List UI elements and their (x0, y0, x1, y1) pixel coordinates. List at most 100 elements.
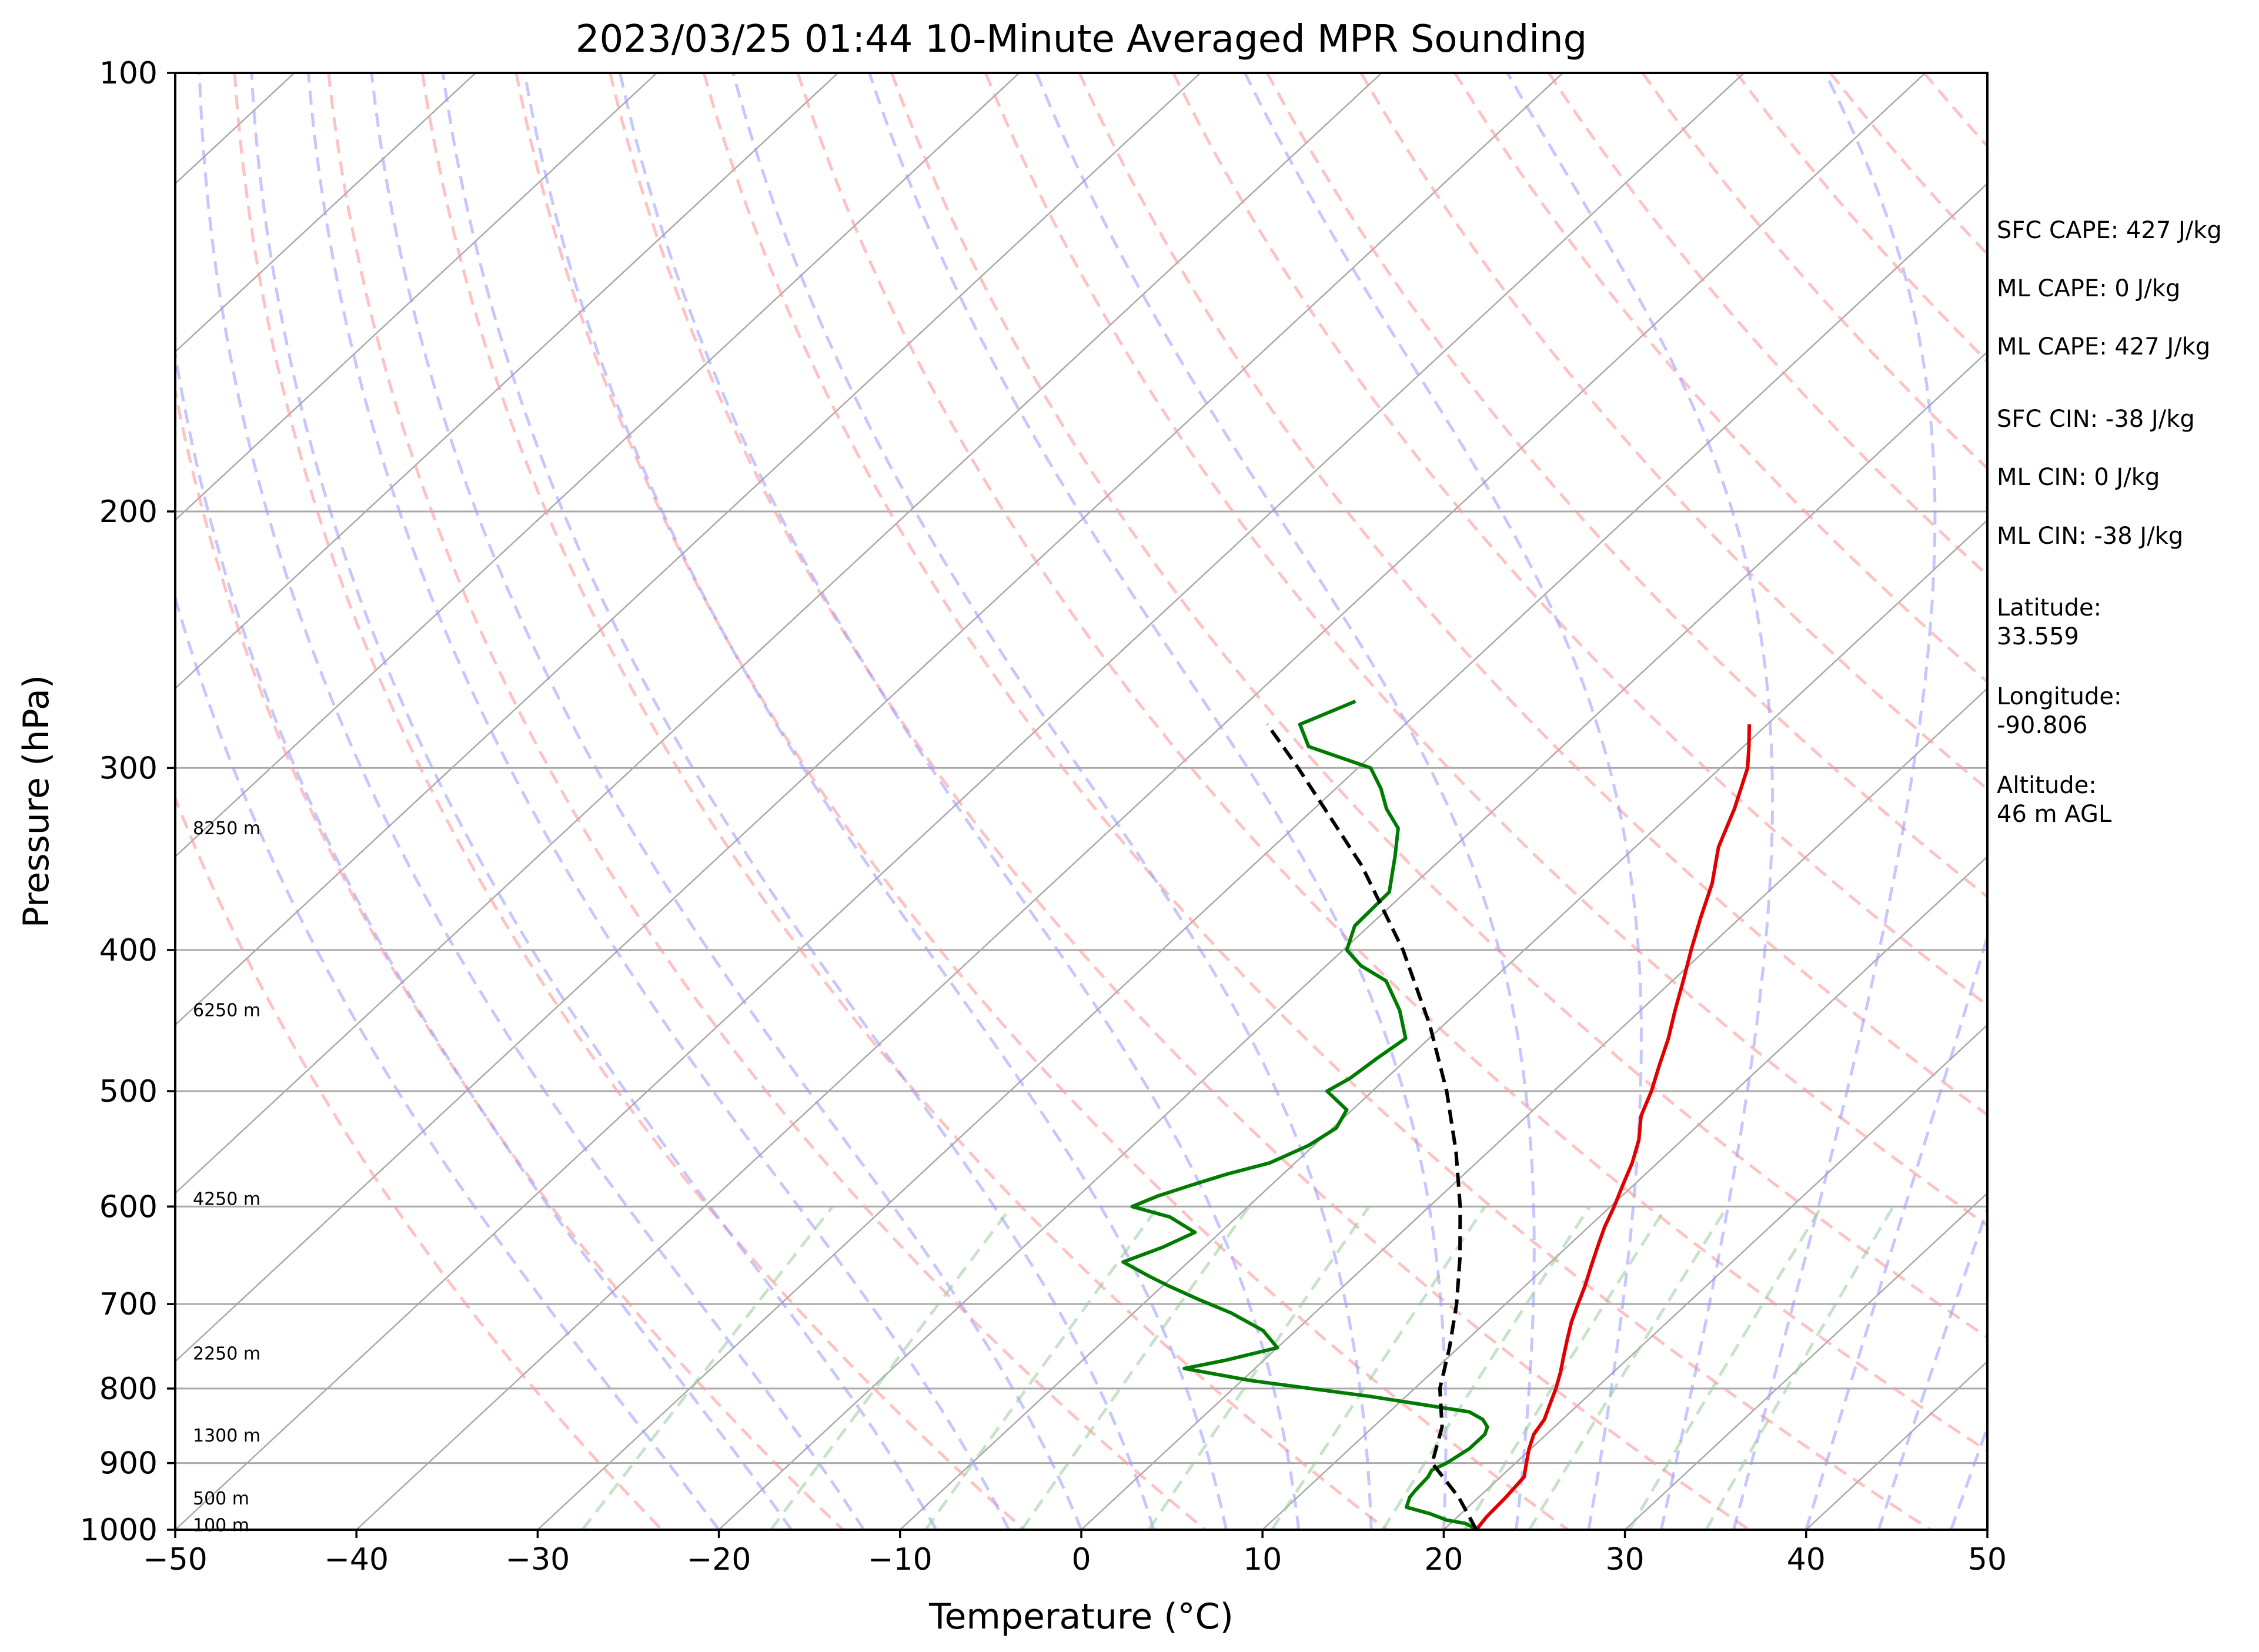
mixing-ratio-line (770, 1205, 1013, 1530)
moist-adiabat-line (441, 73, 1155, 1530)
isotherm-line (175, 73, 839, 690)
mixing-ratio-line (1463, 1205, 1668, 1530)
x-tick-label: 10 (1243, 1542, 1282, 1577)
y-tick-label: 900 (99, 1446, 158, 1482)
dry-adiabat-line (609, 73, 1750, 1530)
mixing-ratio-line (1628, 1205, 1823, 1530)
y-tick-label: 300 (99, 751, 158, 786)
dry-adiabat-line (420, 73, 1388, 1530)
dry-adiabat-line (1735, 73, 1987, 364)
altitude-label: 4250 m (193, 1189, 260, 1210)
altitude-labels: 8250 m 6250 m 4250 m 2250 m 1300 m 500 m 100 m (193, 818, 260, 1536)
y-tick-label: 500 (99, 1074, 158, 1109)
moist-adiabat-line (1506, 73, 1775, 1530)
moist-adiabat-line (618, 73, 1301, 1530)
info-line: 33.559 (1997, 623, 2079, 650)
y-axis: 1000 900 800 700 600 500 400 300 200 100 (80, 56, 175, 1548)
moist-adiabat-line (523, 73, 1228, 1530)
y-tick-label: 400 (99, 933, 158, 968)
info-line: Longitude: (1997, 683, 2121, 710)
moist-adiabat-line (370, 73, 1083, 1530)
dry-adiabat-line (984, 73, 1987, 1228)
x-tick-label: −20 (687, 1542, 751, 1577)
mixing-ratio-line (1147, 1205, 1371, 1530)
isotherm-line (899, 519, 1987, 1530)
dry-adiabat-line (1359, 73, 1987, 791)
x-tick-label: −40 (324, 1542, 389, 1577)
altitude-label: 2250 m (193, 1343, 260, 1364)
moist-adiabat-line (250, 73, 938, 1530)
mixing-ratio-line (1270, 1205, 1486, 1530)
altitude-label: 1300 m (193, 1426, 260, 1446)
mixing-ratio-line (1381, 1205, 1591, 1530)
mixing-ratio-line (1705, 1206, 1895, 1530)
y-tick-label: 600 (99, 1189, 158, 1225)
altitude-label: 8250 m (193, 818, 260, 839)
x-tick-label: 50 (1968, 1542, 2007, 1577)
altitude-label: 100 m (193, 1515, 249, 1536)
info-line: ML CIN: -38 J/kg (1997, 523, 2183, 550)
x-tick-label: 40 (1787, 1542, 1826, 1577)
dry-adiabat-line (175, 383, 844, 1530)
dewpoint-profile-line (1121, 700, 1489, 1530)
x-tick-label: −30 (506, 1542, 570, 1577)
dry-adiabat-line (327, 73, 1207, 1530)
mixing-ratio-line (1020, 1205, 1251, 1530)
chart-title: 2023/03/25 01:44 10-Minute Averaged MPR … (576, 18, 1587, 61)
dry-adiabat-line (702, 73, 1931, 1530)
isotherm-line (356, 73, 1926, 1530)
dry-adiabat-line (1172, 73, 1987, 1008)
info-line: SFC CIN: -38 J/kg (1997, 406, 2195, 433)
info-line: 46 m AGL (1997, 801, 2112, 828)
moist-adiabat-line (868, 73, 1448, 1530)
x-tick-label: 0 (1071, 1542, 1091, 1577)
dry-adiabat-line (233, 73, 1025, 1530)
dry-adiabat-line (796, 73, 1987, 1453)
isotherm-line (175, 73, 1020, 858)
moist-adiabat-line (198, 73, 865, 1530)
y-tick-label: 800 (99, 1372, 158, 1407)
y-tick-label: 100 (99, 56, 158, 91)
info-line: -90.806 (1997, 712, 2087, 739)
altitude-label: 500 m (193, 1489, 249, 1509)
info-line: Altitude: (1997, 772, 2097, 799)
moist-adiabat-line (1732, 73, 1937, 1530)
x-axis-label: Temperature (°C) (928, 1596, 1234, 1637)
dry-adiabat-line (1078, 73, 1987, 1117)
dry-adiabat-line (890, 73, 1987, 1339)
moist-adiabat-line (731, 73, 1373, 1530)
isotherm-line (1081, 687, 1987, 1530)
info-line: ML CIN: 0 J/kg (1997, 464, 2160, 491)
sounding-series (1121, 700, 1752, 1530)
isotherm-line (175, 73, 1563, 1363)
isotherm-line (1443, 1024, 1987, 1530)
isotherm-line (1262, 855, 1987, 1530)
info-line: SFC CAPE: 427 J/kg (1997, 217, 2222, 244)
isotherm-line (1624, 1192, 1987, 1530)
reference-lines (175, 73, 1987, 1530)
temperature-profile-line (1475, 724, 1752, 1530)
isotherm-line (718, 350, 1987, 1530)
x-tick-label: 30 (1606, 1542, 1645, 1577)
dry-adiabat-line (1265, 73, 1987, 899)
info-line: ML CAPE: 427 J/kg (1997, 333, 2210, 360)
moist-adiabat-line (175, 345, 793, 1530)
dry-adiabat-line (514, 73, 1569, 1530)
isotherm-line (175, 73, 657, 521)
mixing-ratio-line (1528, 1205, 1729, 1530)
mixing-ratio-line (581, 1205, 834, 1530)
y-axis-label: Pressure (hPa) (16, 675, 57, 928)
dry-adiabat-line (1453, 73, 1987, 684)
isotherm-line (537, 182, 1987, 1530)
moist-adiabat-line (307, 73, 1010, 1530)
info-line: Latitude: (1997, 594, 2101, 621)
x-tick-label: −50 (143, 1542, 208, 1577)
moist-adiabat-line (175, 592, 720, 1530)
x-axis: −50 −40 −30 −20 −10 0 10 20 30 40 50 (143, 1530, 2007, 1577)
moist-adiabat-line (1243, 73, 1643, 1530)
y-tick-label: 200 (99, 494, 158, 530)
isotherm-line (175, 73, 476, 353)
isotherm-line (175, 73, 1382, 1195)
